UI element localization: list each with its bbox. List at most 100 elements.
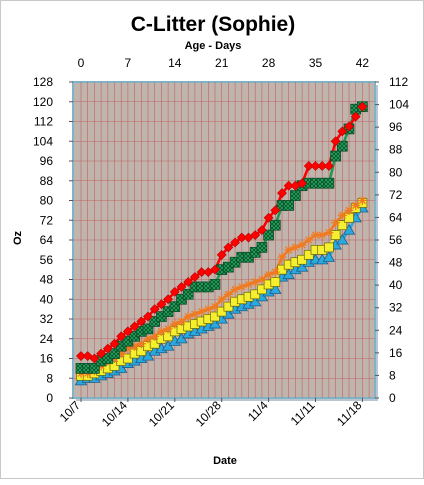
data-point — [297, 254, 307, 265]
y2-tick-label: 104 — [389, 98, 409, 112]
data-point — [236, 232, 247, 243]
data-point — [297, 178, 308, 189]
date-tick-label: 10/7 — [57, 398, 84, 425]
data-point — [223, 289, 233, 299]
data-point — [297, 240, 307, 250]
top-axis-label: Age - Days — [185, 40, 242, 52]
data-point — [183, 312, 193, 322]
data-point — [143, 334, 153, 344]
date-tick-label: 11/11 — [288, 398, 318, 428]
y2-tick-label: 72 — [389, 188, 403, 202]
data-point — [210, 302, 220, 312]
x-axis-label: Date — [213, 455, 237, 467]
y-tick-label: 0 — [46, 391, 53, 405]
data-point — [217, 294, 227, 304]
data-point — [163, 324, 173, 334]
age-tick-label: 14 — [168, 56, 182, 70]
data-point — [109, 338, 120, 349]
y-tick-label: 56 — [40, 253, 54, 267]
chart-title: C-Litter (Sophie) — [131, 13, 295, 36]
data-point — [330, 230, 341, 240]
data-point — [317, 161, 328, 171]
data-point — [163, 294, 174, 305]
y-tick-label: 104 — [33, 134, 53, 148]
age-tick-label: 35 — [309, 56, 323, 70]
y-tick-label: 88 — [40, 174, 54, 188]
data-point — [290, 242, 300, 252]
data-point — [303, 249, 314, 260]
y-tick-label: 32 — [40, 312, 54, 326]
y-tick-label: 48 — [40, 273, 54, 287]
data-point — [257, 284, 267, 295]
data-point — [223, 301, 234, 312]
data-point — [96, 348, 107, 359]
data-point — [237, 282, 247, 292]
y-tick-label: 24 — [40, 332, 54, 346]
data-point — [330, 136, 341, 147]
data-point — [331, 218, 341, 228]
data-point — [102, 343, 113, 354]
y2-tick-label: 56 — [389, 233, 403, 247]
data-point — [324, 228, 334, 238]
data-point — [156, 299, 167, 310]
y2-tick-label: 88 — [389, 143, 403, 157]
y-tick-label: 96 — [40, 154, 54, 168]
data-point — [230, 237, 241, 248]
data-point — [183, 277, 194, 287]
data-point — [223, 242, 234, 253]
data-point — [310, 161, 321, 171]
data-point — [270, 277, 281, 287]
data-point — [216, 249, 227, 260]
y-tick-label: 8 — [46, 371, 53, 385]
data-point — [149, 304, 160, 315]
y-tick-label: 72 — [40, 213, 54, 227]
data-point — [89, 353, 100, 364]
data-point — [136, 339, 146, 349]
data-point — [283, 200, 295, 211]
data-point — [170, 319, 180, 329]
data-point — [196, 267, 207, 278]
data-point — [263, 229, 274, 241]
age-tick-label: 7 — [125, 56, 132, 70]
y-tick-label: 112 — [34, 115, 53, 129]
data-point — [324, 242, 334, 253]
y2-tick-label: 8 — [389, 368, 396, 382]
data-point — [344, 121, 354, 132]
data-point — [303, 161, 314, 171]
data-point — [283, 180, 294, 191]
age-tick-label: 28 — [262, 56, 276, 70]
y2-tick-label: 64 — [389, 210, 403, 224]
data-point — [290, 190, 301, 201]
data-point — [129, 321, 140, 332]
date-tick-label: 10/28 — [193, 398, 224, 429]
y2-tick-label: 40 — [389, 278, 403, 292]
data-point — [337, 126, 348, 137]
data-point — [150, 331, 160, 341]
data-point — [270, 205, 281, 216]
data-point — [210, 264, 220, 275]
data-point — [344, 205, 354, 215]
data-point — [323, 161, 334, 171]
y2-tick-label: 32 — [389, 301, 403, 315]
data-point — [216, 306, 227, 317]
y-tick-label: 80 — [40, 194, 54, 208]
data-point — [256, 225, 267, 236]
date-tick-label: 10/21 — [146, 398, 177, 429]
data-point — [330, 150, 341, 162]
data-point — [351, 200, 361, 210]
data-point — [156, 326, 166, 336]
y-axis-label: Oz — [12, 230, 24, 245]
y2-tick-label: 24 — [389, 323, 403, 337]
data-point — [203, 304, 213, 314]
data-point — [177, 316, 186, 326]
data-point — [116, 349, 126, 359]
data-point — [143, 311, 153, 322]
data-point — [142, 323, 154, 335]
data-point — [277, 252, 287, 262]
data-point — [256, 242, 268, 253]
data-point — [337, 210, 347, 220]
data-point — [169, 286, 180, 297]
data-point — [250, 277, 260, 287]
